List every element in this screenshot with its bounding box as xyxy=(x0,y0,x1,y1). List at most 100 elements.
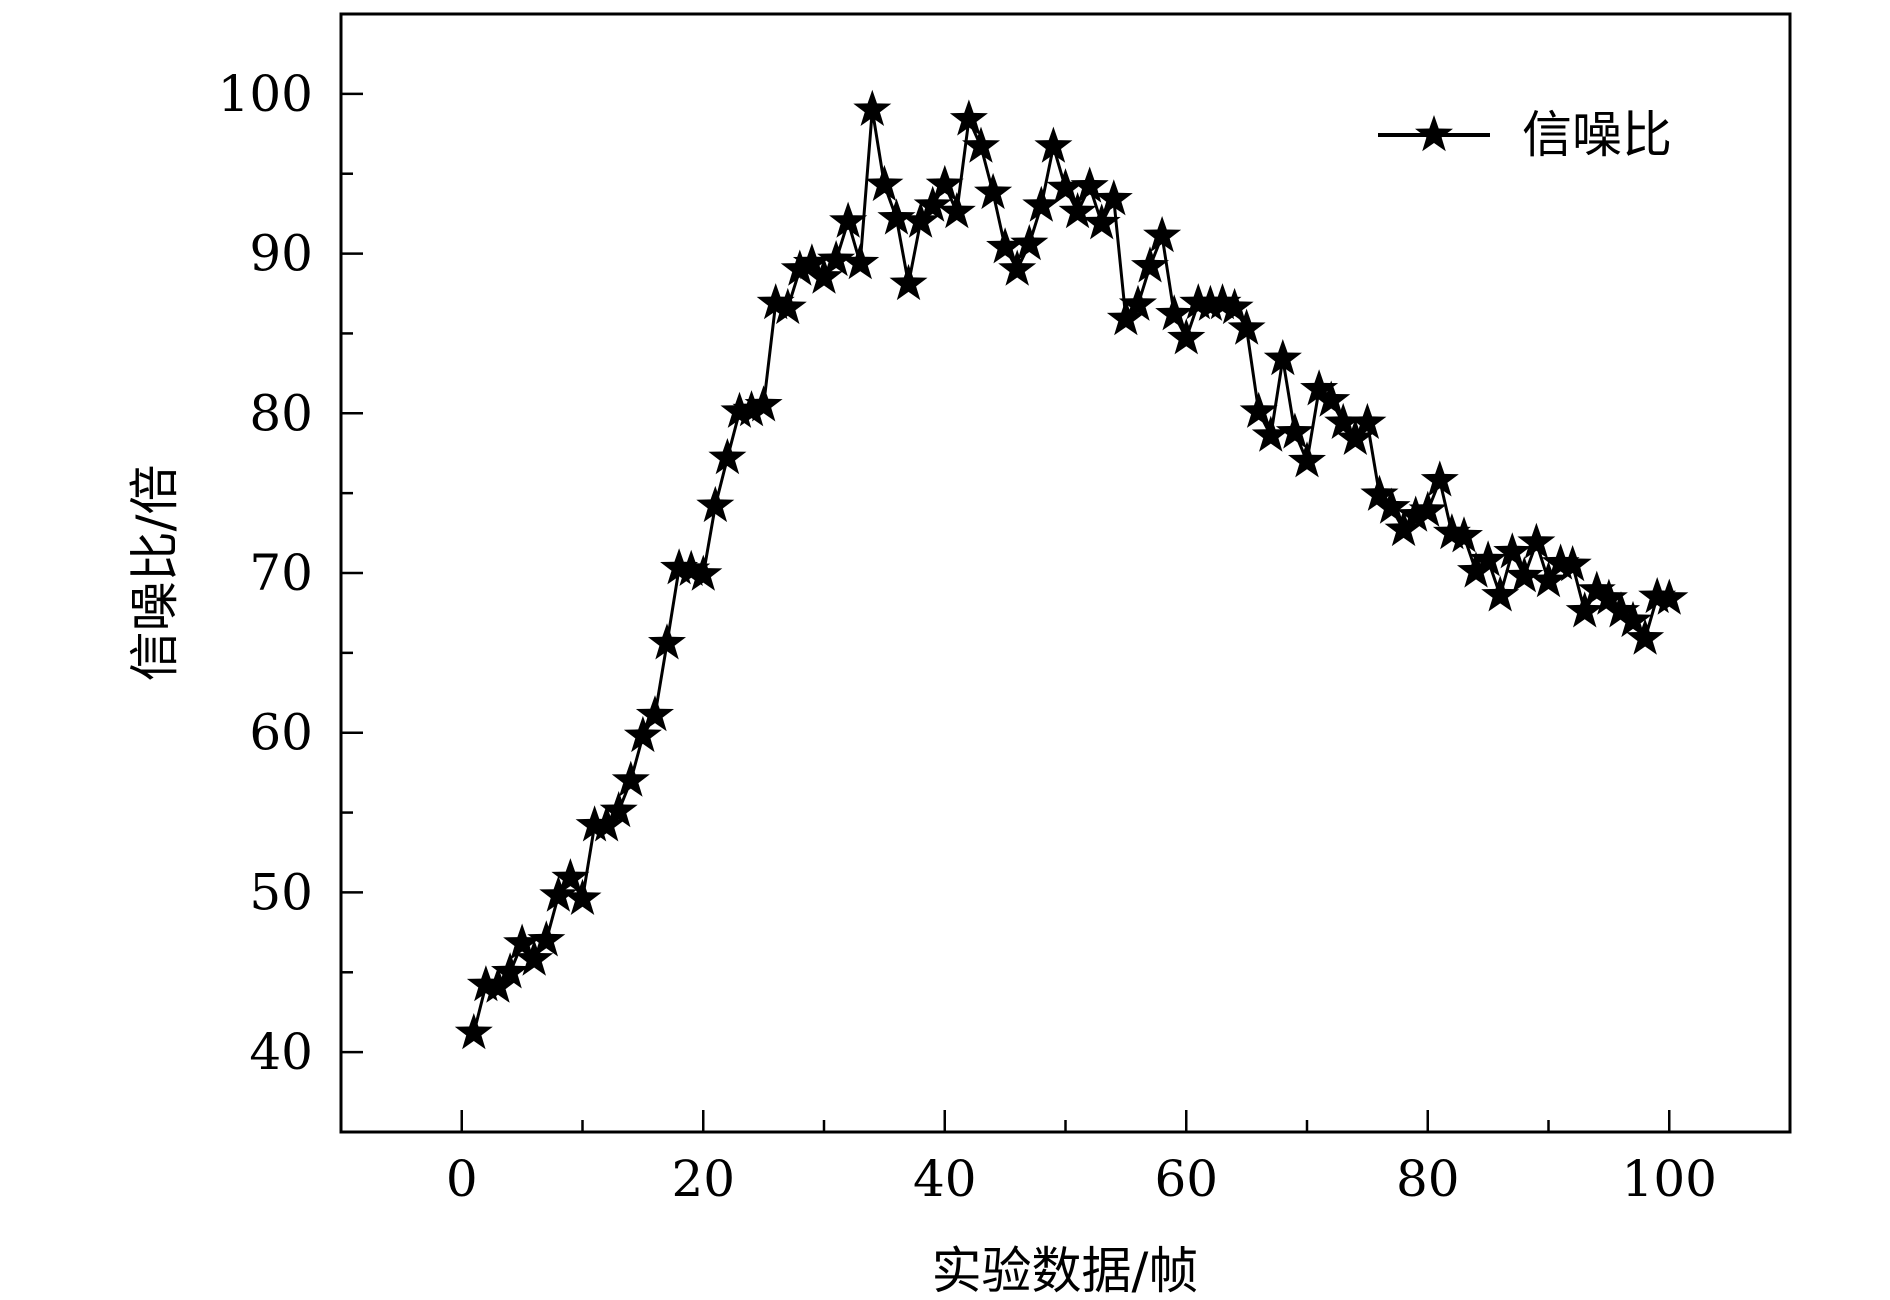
x-tick-label: 80 xyxy=(1396,1150,1460,1208)
data-point-star xyxy=(1577,570,1616,607)
data-point-star xyxy=(1601,591,1640,628)
data-point-star xyxy=(1457,551,1496,588)
y-axis-title: 信噪比/倍 xyxy=(126,465,184,682)
data-point-star xyxy=(1529,561,1568,598)
data-point-star xyxy=(1384,509,1423,547)
data-point-star xyxy=(986,227,1025,264)
data-point-star xyxy=(1469,540,1508,577)
data-point-star xyxy=(1360,474,1399,511)
y-tick-label: 80 xyxy=(249,384,313,442)
data-point-star xyxy=(865,164,904,202)
data-point-star xyxy=(841,243,880,280)
data-point-star xyxy=(1650,578,1689,615)
data-point-star xyxy=(454,1013,493,1050)
data-point-star xyxy=(720,391,759,428)
x-tick-label: 60 xyxy=(1154,1150,1218,1208)
data-point-star xyxy=(1155,294,1194,331)
data-point-star xyxy=(1626,618,1665,655)
data-point-star xyxy=(1215,287,1254,325)
series-line xyxy=(472,108,1670,1034)
data-point-star xyxy=(1058,192,1097,229)
data-point-star xyxy=(732,390,771,427)
x-tick-label: 100 xyxy=(1622,1150,1717,1208)
data-point-star xyxy=(1505,556,1544,593)
x-tick-label: 20 xyxy=(671,1150,735,1208)
data-point-star xyxy=(1300,369,1339,406)
data-point-star xyxy=(1275,412,1314,449)
data-point-star xyxy=(1131,246,1169,283)
data-point-star xyxy=(805,257,843,294)
data-point-star xyxy=(563,878,602,915)
data-point-star xyxy=(1106,299,1145,336)
data-point-star xyxy=(1493,532,1532,569)
data-point-star xyxy=(780,249,819,286)
data-point-star xyxy=(1167,318,1206,355)
data-point-star xyxy=(1227,308,1266,345)
data-point-star xyxy=(792,243,831,280)
data-point-star xyxy=(1396,495,1435,532)
data-point-star xyxy=(768,287,807,325)
data-point-star xyxy=(1191,284,1230,321)
data-point-star xyxy=(889,263,928,301)
data-point-star xyxy=(1614,600,1652,638)
data-point-star xyxy=(744,385,783,422)
data-point-star xyxy=(1553,545,1592,582)
data-point-star xyxy=(648,623,686,660)
data-point-star xyxy=(937,192,976,229)
x-axis: 0 20 40 60 80 100 xyxy=(446,1110,1717,1208)
data-point-star xyxy=(1263,339,1302,376)
data-point-star xyxy=(1445,516,1483,553)
data-point-star xyxy=(1034,126,1073,163)
y-tick-label: 60 xyxy=(249,704,313,762)
y-tick-label: 90 xyxy=(249,225,313,283)
y-tick-label: 100 xyxy=(218,65,313,123)
data-point-star xyxy=(623,715,662,753)
data-point-star xyxy=(1239,391,1278,428)
data-point-star xyxy=(503,923,542,960)
series-layer xyxy=(454,89,1689,1050)
data-point-star xyxy=(1094,179,1133,216)
data-point-star xyxy=(949,99,988,136)
x-tick-label: 0 xyxy=(446,1150,478,1208)
data-point-star xyxy=(1348,402,1387,439)
data-point-star xyxy=(1251,415,1290,452)
data-point-star xyxy=(877,198,916,235)
data-point-star xyxy=(1070,166,1109,203)
data-point-star xyxy=(599,791,638,828)
x-axis-title: 实验数据/帧 xyxy=(932,1242,1199,1300)
data-point-star xyxy=(551,858,590,895)
data-point-star xyxy=(696,485,735,523)
legend: 信噪比 xyxy=(1378,106,1672,164)
data-point-star xyxy=(853,89,892,126)
data-point-star xyxy=(1022,185,1061,222)
data-point-star xyxy=(1203,283,1242,320)
data-point-star xyxy=(1143,216,1182,253)
data-point-star xyxy=(1312,380,1351,417)
data-point-star xyxy=(527,920,566,957)
data-point-star xyxy=(708,438,747,475)
data-point-star xyxy=(635,695,674,732)
data-point-star xyxy=(962,126,1000,163)
data-point-star xyxy=(1372,487,1411,524)
x-tick-label: 40 xyxy=(913,1150,977,1208)
data-point-star xyxy=(684,554,723,591)
y-tick-label: 50 xyxy=(249,863,313,921)
y-tick-label: 40 xyxy=(249,1023,313,1081)
data-point-star xyxy=(611,760,650,797)
data-point-star xyxy=(1082,203,1121,240)
data-point-star xyxy=(756,283,795,320)
data-point-star xyxy=(1118,284,1157,321)
data-point-star xyxy=(1046,168,1085,205)
data-point-star xyxy=(829,201,868,238)
y-tick-label: 70 xyxy=(249,544,313,602)
data-point-star xyxy=(1517,522,1556,559)
data-point-star xyxy=(1288,441,1326,478)
y-axis: 40 50 60 70 80 90 100 xyxy=(218,65,363,1081)
data-point-star xyxy=(817,240,856,277)
data-point-star xyxy=(1324,402,1363,439)
data-point-star xyxy=(998,249,1037,286)
data-point-star xyxy=(1481,575,1520,612)
data-point-star xyxy=(491,952,530,989)
data-point-star xyxy=(1408,490,1447,527)
